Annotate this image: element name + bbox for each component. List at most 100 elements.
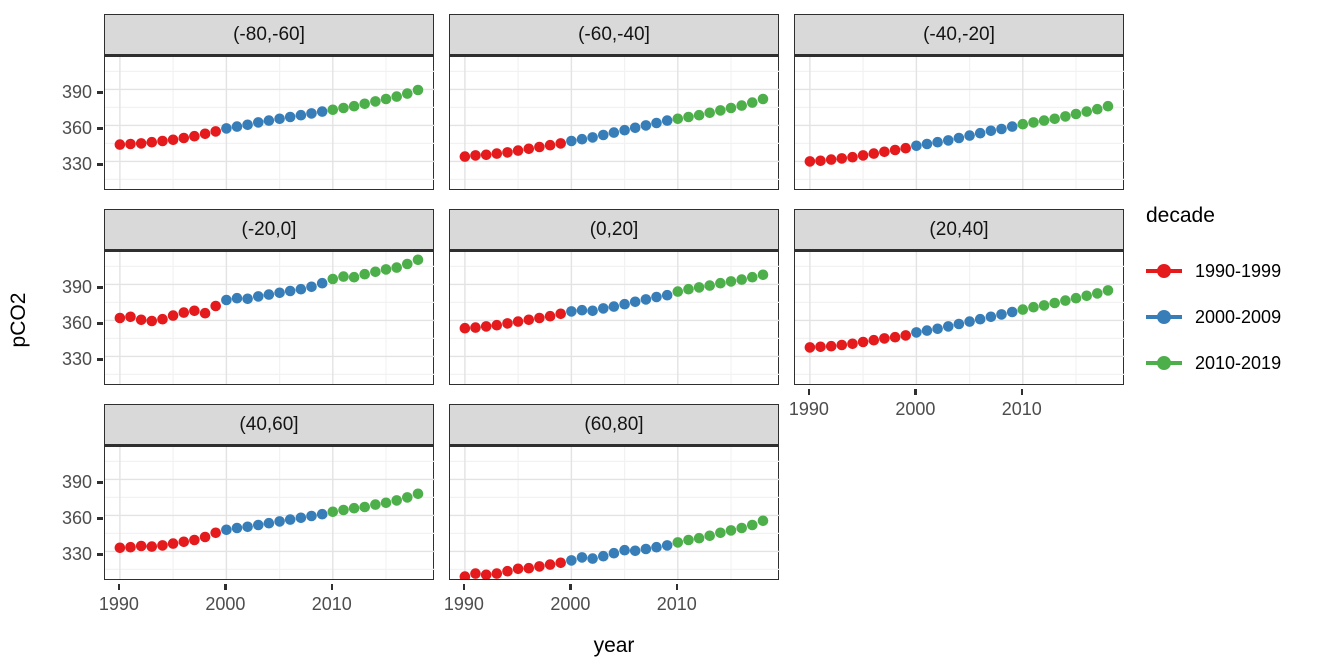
- data-point: [974, 127, 986, 139]
- data-point: [512, 145, 524, 156]
- data-point: [359, 501, 370, 513]
- data-point: [608, 301, 620, 312]
- data-point: [715, 527, 726, 539]
- data-point: [1017, 118, 1029, 130]
- data-point: [587, 553, 598, 564]
- data-point: [263, 517, 275, 529]
- facet: (-60,-40]: [449, 14, 780, 190]
- data-point: [757, 93, 769, 105]
- data-point: [221, 294, 232, 306]
- data-point: [534, 312, 545, 324]
- data-point: [555, 138, 566, 149]
- data-point: [284, 111, 296, 123]
- data-point: [295, 109, 307, 121]
- data-point: [470, 150, 481, 161]
- data-point: [693, 532, 705, 544]
- data-point: [338, 271, 349, 282]
- data-point: [210, 300, 221, 312]
- legend-point-icon: [1157, 310, 1171, 324]
- data-point: [608, 547, 620, 559]
- facet-panel: [104, 445, 435, 580]
- y-tick-mark: [97, 163, 103, 166]
- data-point: [879, 146, 890, 158]
- facet-panel: [449, 445, 780, 580]
- data-point: [1060, 295, 1071, 306]
- data-point: [1038, 300, 1050, 311]
- data-point: [502, 147, 513, 158]
- data-point: [836, 339, 848, 351]
- data-point: [815, 341, 826, 353]
- data-point: [402, 88, 413, 99]
- data-point: [1070, 292, 1082, 304]
- data-point: [167, 134, 179, 146]
- data-point: [1092, 103, 1103, 115]
- data-point: [619, 124, 630, 136]
- data-point: [242, 521, 253, 533]
- data-point: [587, 305, 598, 317]
- data-point: [370, 96, 381, 107]
- data-point: [178, 132, 190, 144]
- data-point: [253, 519, 264, 531]
- data-point: [512, 316, 524, 327]
- data-point: [306, 510, 317, 522]
- data-point: [316, 277, 328, 289]
- data-point: [502, 565, 513, 577]
- data-point: [370, 266, 381, 278]
- facet: (40,60]: [104, 404, 435, 580]
- legend-key-blue: [1146, 307, 1182, 327]
- panel-plot-area: [450, 252, 780, 384]
- y-tick-mark: [97, 127, 103, 130]
- facet: (60,80]: [449, 404, 780, 580]
- data-point: [1102, 100, 1114, 112]
- y-tick-mark: [97, 553, 103, 556]
- data-point: [804, 342, 816, 353]
- data-point: [491, 319, 503, 331]
- data-point: [306, 108, 317, 119]
- data-point: [932, 136, 943, 148]
- y-tick-label: 390: [61, 82, 92, 103]
- data-point: [135, 138, 147, 149]
- data-point: [847, 338, 858, 350]
- data-point: [1049, 297, 1060, 309]
- data-point: [253, 117, 264, 128]
- data-point: [135, 540, 147, 552]
- data-point: [661, 289, 673, 301]
- data-point: [221, 123, 232, 134]
- legend-label: 1990-1999: [1195, 260, 1282, 281]
- data-point: [964, 130, 975, 141]
- x-tick-label: 1990: [98, 593, 139, 614]
- data-point: [491, 568, 503, 579]
- legend-entry-2000-2009: 2000-2009: [1146, 294, 1281, 340]
- x-tick-mark: [675, 583, 679, 590]
- data-point: [953, 318, 965, 330]
- data-point: [544, 310, 556, 322]
- data-point: [747, 97, 758, 108]
- facet: (-40,-20]: [794, 14, 1125, 190]
- panel-plot-area: [105, 57, 435, 189]
- data-point: [629, 122, 641, 134]
- data-point: [199, 128, 211, 140]
- data-point: [157, 135, 168, 147]
- data-point: [402, 492, 413, 503]
- data-point: [747, 271, 758, 283]
- y-tick-label: 360: [61, 118, 92, 139]
- data-point: [825, 340, 837, 352]
- facet-panel: [104, 55, 435, 190]
- data-point: [1049, 113, 1060, 125]
- data-point: [338, 504, 349, 516]
- data-point: [512, 563, 524, 575]
- data-point: [974, 313, 986, 325]
- facet-strip: (0,20]: [449, 209, 779, 250]
- data-point: [146, 315, 158, 327]
- x-tick-mark: [462, 583, 466, 590]
- data-point: [868, 148, 880, 159]
- data-point: [900, 142, 911, 154]
- data-point: [327, 104, 339, 116]
- data-point: [470, 322, 481, 333]
- data-point: [210, 126, 221, 137]
- facet-strip-label: (-80,-60]: [233, 23, 305, 45]
- facet-strip: (60,80]: [449, 404, 779, 445]
- y-tick-label: 390: [61, 277, 92, 298]
- data-point: [889, 331, 901, 343]
- data-point: [295, 512, 307, 524]
